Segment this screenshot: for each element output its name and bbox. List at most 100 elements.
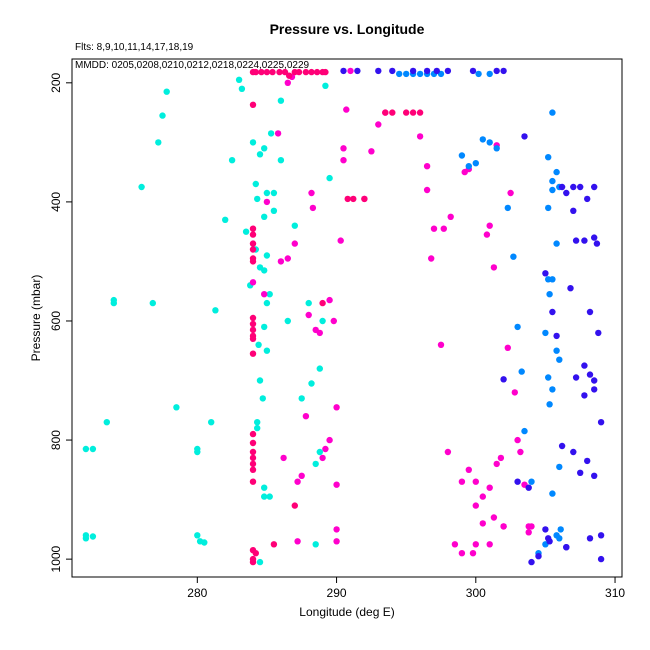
data-point — [347, 67, 354, 75]
data-point — [138, 183, 145, 191]
data-point — [333, 526, 340, 533]
data-point — [284, 79, 291, 87]
data-point — [545, 154, 552, 161]
data-point — [322, 445, 329, 453]
data-point — [375, 121, 382, 128]
data-point — [249, 430, 257, 438]
data-point — [500, 67, 507, 75]
data-point — [309, 204, 317, 212]
data-point — [577, 469, 584, 476]
data-point — [572, 237, 580, 244]
data-point — [305, 311, 312, 319]
data-point — [263, 252, 271, 259]
data-point — [308, 189, 315, 197]
data-point — [312, 460, 319, 468]
data-point — [416, 70, 424, 78]
data-point — [597, 419, 605, 426]
data-point — [535, 553, 542, 560]
data-point — [511, 389, 518, 396]
data-point — [514, 323, 521, 331]
data-point — [201, 539, 208, 546]
data-point — [458, 550, 466, 557]
data-point — [238, 85, 246, 93]
data-point — [423, 186, 431, 194]
data-point — [266, 493, 273, 500]
data-point — [249, 448, 257, 456]
data-point — [549, 490, 556, 497]
data-point — [591, 377, 598, 384]
data-point — [409, 109, 417, 116]
data-point — [475, 70, 482, 78]
data-point — [249, 101, 257, 109]
data-point — [252, 550, 259, 557]
data-point — [528, 558, 535, 566]
data-point — [261, 291, 268, 298]
data-point — [542, 526, 549, 533]
data-point — [249, 258, 257, 265]
data-point — [563, 544, 570, 551]
data-point — [340, 157, 347, 164]
data-point — [337, 237, 344, 244]
data-point — [507, 189, 514, 197]
data-point — [597, 532, 605, 539]
data-point — [110, 299, 118, 307]
data-point — [403, 109, 410, 116]
data-point — [249, 350, 257, 357]
data-point — [249, 240, 257, 247]
data-point — [545, 276, 552, 283]
data-point — [277, 258, 285, 265]
data-point — [469, 67, 477, 75]
data-point — [302, 413, 310, 420]
data-point — [517, 448, 524, 456]
data-point — [542, 329, 549, 337]
data-point — [249, 326, 257, 334]
data-point — [546, 401, 553, 408]
data-point — [375, 67, 382, 75]
data-point — [486, 139, 493, 146]
data-point — [255, 341, 262, 348]
data-point — [270, 189, 278, 197]
data-point — [340, 145, 347, 152]
data-point — [316, 365, 323, 372]
data-point — [312, 541, 319, 548]
data-point — [284, 317, 291, 325]
data-point — [263, 299, 271, 307]
data-point — [577, 183, 584, 191]
data-point — [249, 279, 257, 286]
data-point — [486, 222, 493, 229]
data-point — [249, 246, 257, 253]
data-point — [486, 484, 493, 491]
data-point — [591, 472, 598, 479]
y-tick-label: 1000 — [49, 545, 63, 572]
data-point — [258, 68, 265, 76]
data-point — [326, 436, 333, 444]
data-point — [409, 67, 417, 75]
data-point — [82, 535, 90, 542]
data-point — [472, 160, 479, 167]
x-axis-label: Longitude (deg E) — [299, 605, 394, 619]
data-point — [263, 68, 271, 76]
data-point — [549, 386, 556, 393]
data-point — [249, 460, 257, 468]
data-point — [252, 180, 259, 188]
data-point — [249, 320, 257, 328]
data-point — [249, 439, 257, 447]
data-point — [256, 151, 264, 158]
data-point — [249, 314, 257, 322]
data-point — [572, 374, 580, 381]
data-point — [242, 228, 250, 235]
data-point — [525, 484, 532, 491]
data-point — [319, 317, 326, 325]
data-point — [423, 163, 431, 170]
data-point — [549, 308, 556, 316]
data-point — [556, 535, 563, 542]
data-point — [212, 307, 219, 314]
data-point — [361, 195, 368, 203]
data-point — [322, 68, 329, 76]
data-point — [269, 68, 276, 76]
data-point — [308, 68, 315, 76]
data-point — [510, 253, 517, 260]
data-point — [458, 152, 466, 159]
data-point — [486, 541, 493, 548]
